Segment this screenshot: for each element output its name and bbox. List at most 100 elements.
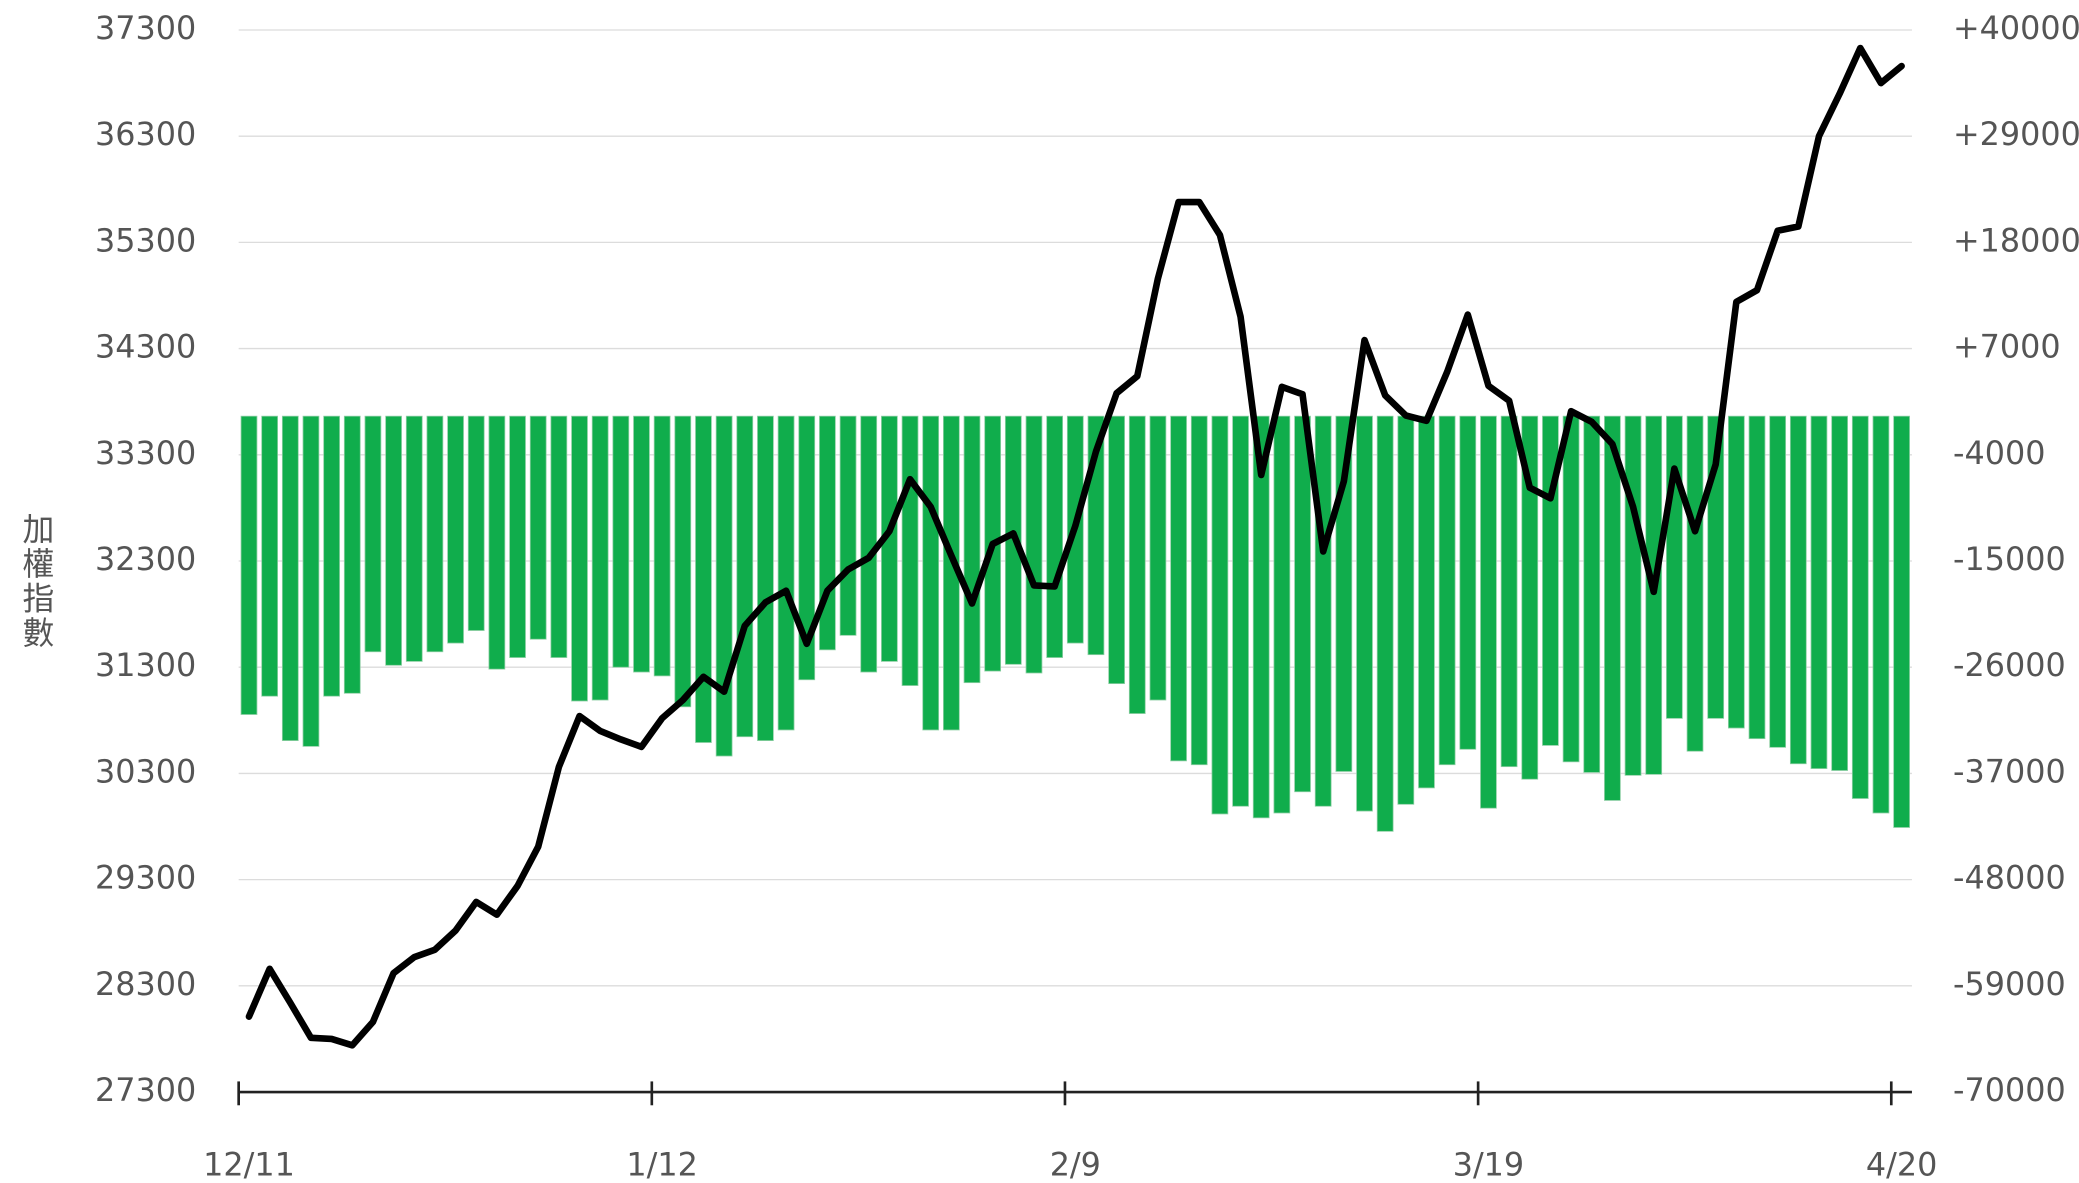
bar	[1645, 415, 1663, 775]
bar	[1893, 415, 1910, 828]
bar	[1252, 415, 1270, 819]
x-tick-label: 2/9	[1050, 1145, 1101, 1183]
bar	[1748, 415, 1766, 740]
bar	[1376, 415, 1394, 832]
bar	[1314, 415, 1332, 807]
bar	[757, 415, 774, 741]
y2-tick-label: +7000	[1953, 328, 2061, 366]
bar	[302, 415, 320, 747]
y2-tick-label: -37000	[1953, 752, 2066, 790]
y2-tick-label: -4000	[1953, 434, 2045, 472]
bar	[1232, 415, 1249, 807]
y-tick-label: 35300	[95, 221, 196, 259]
bar	[653, 415, 671, 677]
y2-tick-label: +40000	[1953, 9, 2079, 47]
bar	[695, 415, 712, 743]
bar	[1604, 415, 1621, 801]
bar	[1356, 415, 1373, 812]
bar	[1769, 415, 1787, 748]
y-tick-label: 37300	[95, 9, 196, 47]
y-axis-label: 加權指數	[17, 513, 55, 651]
bar	[1397, 415, 1415, 805]
bar	[1727, 415, 1745, 729]
y2-tick-label: -70000	[1953, 1071, 2066, 1109]
bar	[1480, 415, 1497, 809]
bar	[1521, 415, 1539, 780]
y2-tick-label: +29000	[1953, 115, 2079, 153]
y2-tick-label: -26000	[1953, 646, 2066, 684]
y2-tick-label: -59000	[1953, 965, 2066, 1003]
bar	[922, 415, 940, 731]
bar	[447, 415, 464, 644]
bar	[1666, 415, 1683, 719]
y-tick-label: 32300	[95, 540, 196, 578]
y-tick-label: 33300	[95, 434, 196, 472]
bar	[963, 415, 981, 684]
bar	[1500, 415, 1518, 768]
y-tick-label: 36300	[95, 115, 196, 153]
bar	[860, 415, 878, 673]
x-tick-label: 1/12	[626, 1145, 697, 1183]
bar	[1046, 415, 1063, 658]
bar	[1128, 415, 1146, 714]
bar	[612, 415, 630, 668]
bar	[571, 415, 588, 702]
bar	[467, 415, 485, 631]
bar	[364, 415, 382, 653]
bar	[1190, 415, 1208, 766]
bar	[240, 415, 258, 715]
y-tick-label: 29300	[95, 859, 196, 897]
bar	[550, 415, 568, 658]
x-tick-label: 4/20	[1866, 1145, 1937, 1183]
bar	[1789, 415, 1807, 765]
y-tick-label: 30300	[95, 752, 196, 790]
bar	[1438, 415, 1456, 766]
bar	[674, 415, 692, 708]
y-tick-label: 27300	[95, 1071, 196, 1109]
bar	[1418, 415, 1435, 789]
y2-tick-label: -15000	[1953, 540, 2066, 578]
x-tick-label: 12/11	[203, 1145, 295, 1183]
bar	[715, 415, 733, 757]
bar	[261, 415, 279, 697]
bar	[591, 415, 609, 701]
bar	[1149, 415, 1167, 701]
bar	[819, 415, 836, 651]
bar	[798, 415, 816, 681]
bar	[1810, 415, 1828, 769]
bar	[1624, 415, 1642, 776]
bar	[1273, 415, 1291, 814]
bar	[1583, 415, 1601, 773]
bar	[1170, 415, 1187, 762]
bar	[405, 415, 423, 662]
y2-tick-label: +18000	[1953, 221, 2079, 259]
bar	[1562, 415, 1580, 763]
y2-tick-label: -48000	[1953, 859, 2066, 897]
y-tick-label: 31300	[95, 646, 196, 684]
bar	[1211, 415, 1229, 815]
bar	[736, 415, 754, 738]
bar	[323, 415, 340, 697]
bar	[1108, 415, 1125, 685]
bar	[1707, 415, 1725, 719]
bar	[281, 415, 299, 741]
bar	[839, 415, 857, 636]
bar	[1831, 415, 1848, 771]
bar	[1025, 415, 1043, 674]
bar	[1872, 415, 1890, 814]
y-tick-label: 34300	[95, 328, 196, 366]
bar	[343, 415, 361, 694]
bar	[426, 415, 444, 653]
bar	[1851, 415, 1869, 799]
bar	[509, 415, 526, 658]
bar	[1686, 415, 1704, 752]
line	[245, 44, 1905, 1049]
bar	[901, 415, 919, 686]
bar	[488, 415, 506, 670]
bar	[385, 415, 402, 666]
bar	[777, 415, 795, 731]
bar	[1294, 415, 1311, 793]
bar	[1459, 415, 1477, 750]
bar	[529, 415, 547, 640]
